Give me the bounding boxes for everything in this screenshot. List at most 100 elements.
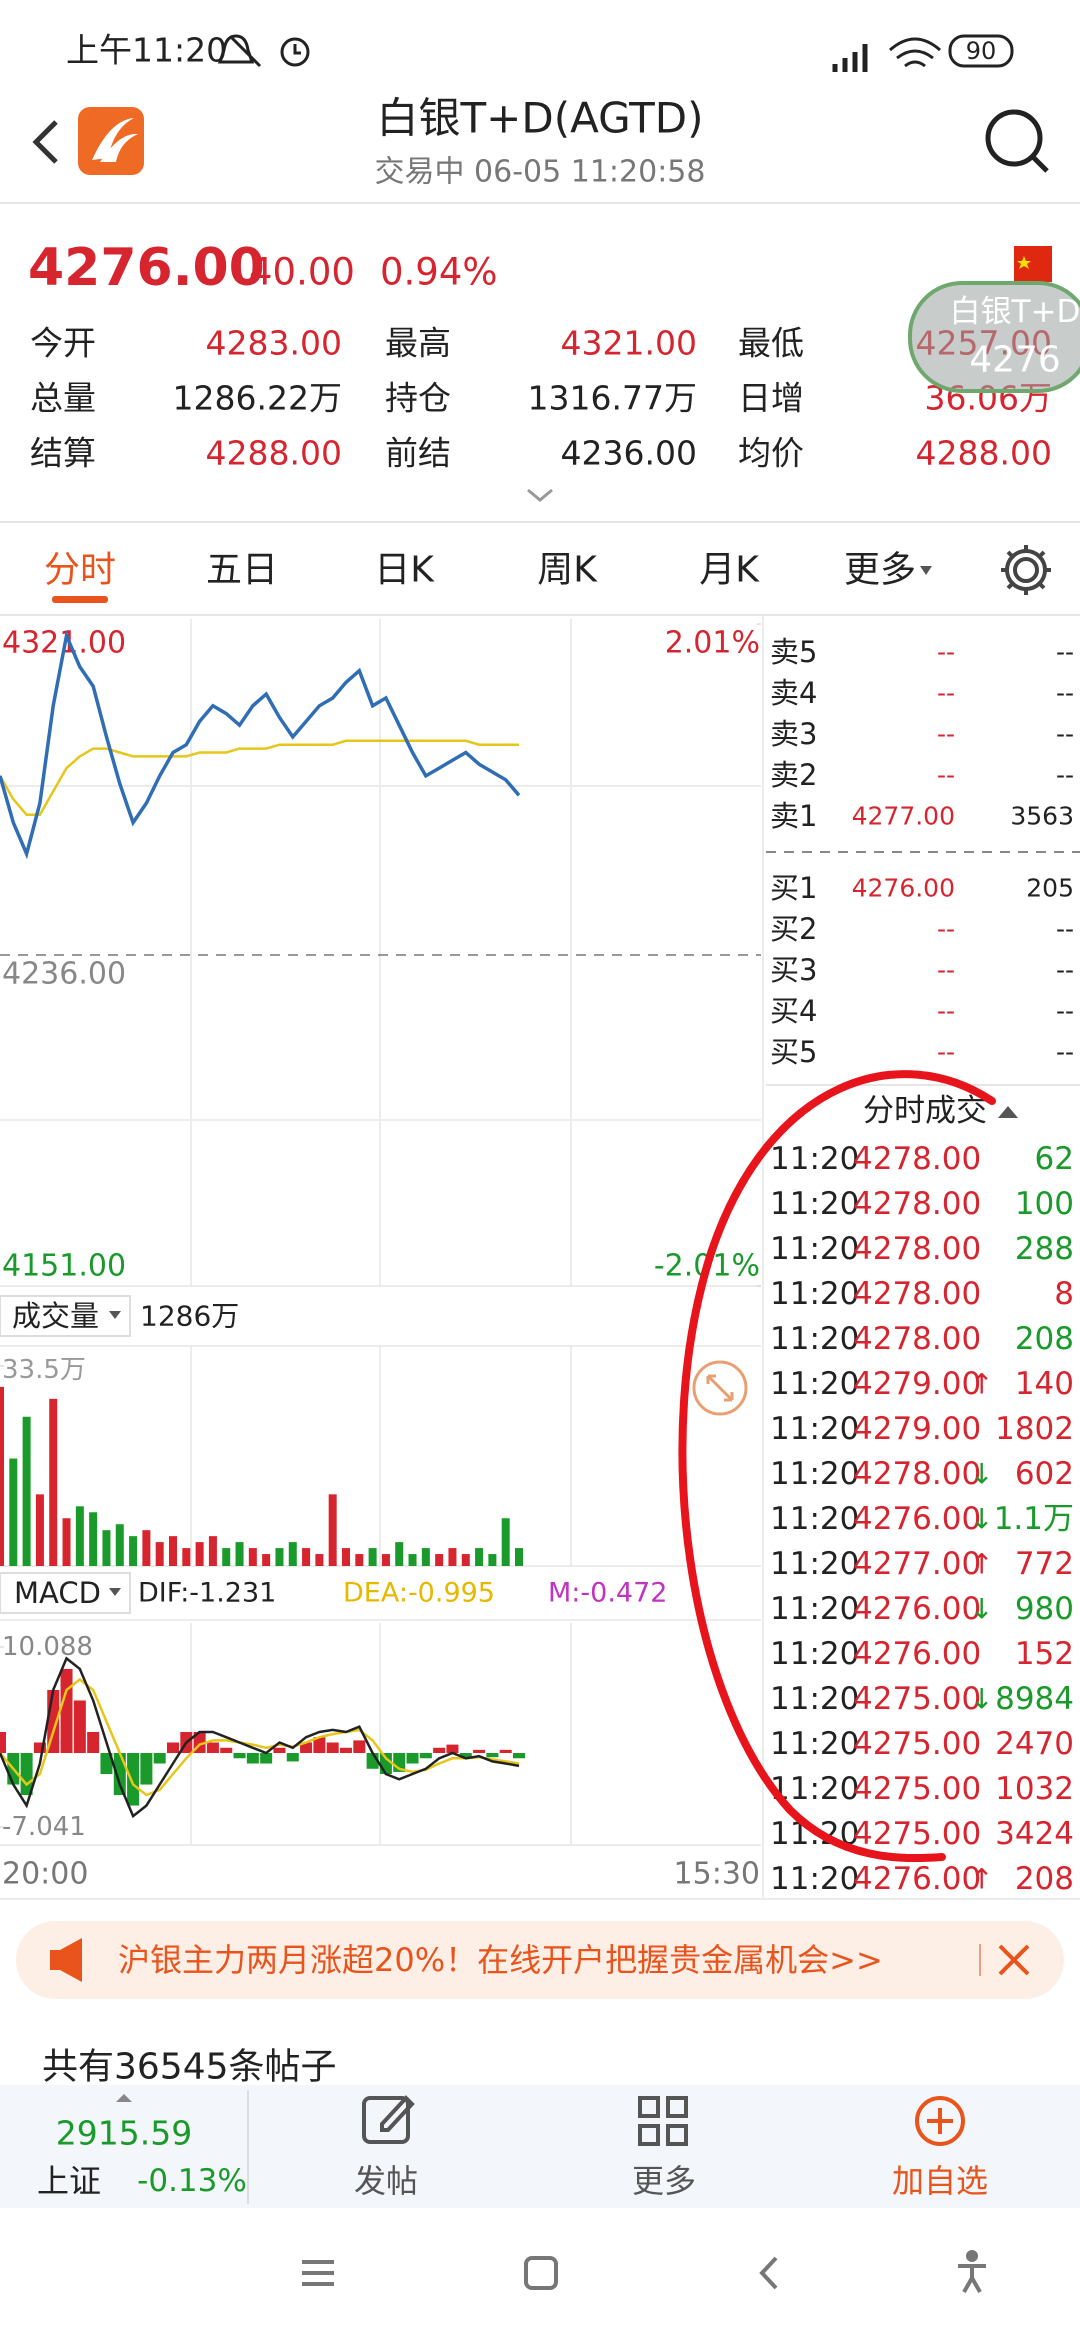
quote-value: 4288.00 [206, 434, 342, 473]
logo-mark [92, 118, 138, 162]
tab[interactable]: 更多 [844, 550, 916, 591]
book-qty: -- [1056, 761, 1074, 790]
quote-label: 总量 [30, 379, 96, 418]
quote-label: 均价 [738, 434, 804, 473]
trade-direction: ↓ [970, 1683, 993, 1716]
indicator-selector[interactable] [0, 1572, 131, 1614]
volume-bar [195, 1542, 204, 1566]
volume-bar [475, 1548, 484, 1566]
battery-level: 90 [966, 37, 997, 65]
macd-bar [0, 1731, 6, 1754]
volume-bar [448, 1548, 457, 1566]
tab[interactable]: 分时 [44, 550, 116, 591]
dropdown-arrow [109, 1311, 121, 1319]
volume-bar [9, 1458, 18, 1566]
tab-indicator [52, 596, 108, 603]
macd-bar [433, 1747, 446, 1754]
bottom-actions: 发帖 更多 加自选 [354, 2162, 988, 2200]
macd-bar [100, 1753, 113, 1775]
macd-bar [273, 1747, 286, 1754]
volume-bar [102, 1530, 111, 1566]
tab[interactable]: 月K [699, 550, 760, 591]
book-label: 买3 [770, 953, 817, 987]
action-label[interactable]: 发帖 [354, 2162, 418, 2200]
quote-value: 4321.00 [561, 324, 697, 363]
action-label[interactable]: 更多 [632, 2162, 696, 2200]
book-price: -- [937, 915, 955, 944]
macd-chart: 10.088 -7.041 [0, 1632, 525, 1842]
nav-bar [302, 2250, 986, 2293]
macd-bar [473, 1749, 486, 1754]
search-button[interactable] [985, 109, 1049, 173]
macd-bar [340, 1747, 352, 1754]
volume-bar [488, 1554, 497, 1566]
book-price: 4276.00 [852, 874, 955, 903]
macd-bar [260, 1753, 273, 1764]
float-widget[interactable] [908, 281, 1080, 393]
trade-qty: 1802 [995, 1411, 1074, 1447]
volume-bar [89, 1512, 98, 1566]
volume-bar [302, 1548, 311, 1566]
promo-banner[interactable] [16, 1921, 1064, 1999]
book-label: 卖3 [770, 717, 817, 751]
nav-menu[interactable] [302, 2260, 334, 2286]
settings-button[interactable] [1001, 545, 1051, 595]
trade-price: 4278.00 [853, 1456, 981, 1492]
macd-bar [220, 1747, 233, 1754]
trade-price: 4277.00 [853, 1546, 981, 1582]
fullscreen-button[interactable] [692, 1360, 748, 1416]
action-label[interactable]: 加自选 [892, 2162, 988, 2200]
macd-bar [87, 1731, 100, 1754]
volume-bar [49, 1398, 58, 1566]
macd-bar [300, 1742, 313, 1754]
expand-chevron[interactable] [527, 488, 553, 502]
macd-bar [73, 1700, 86, 1754]
trade-qty: 208 [1015, 1321, 1074, 1357]
quote-value: 1316.77万 [528, 379, 697, 418]
book-label: 买5 [770, 1035, 817, 1069]
banner-close[interactable] [998, 1944, 1030, 1976]
tab[interactable]: 日K [374, 550, 435, 591]
y2-tick-label: 2.01% [665, 626, 760, 661]
trades-title[interactable]: 分时成交 [863, 1093, 987, 1129]
book-price: -- [937, 638, 955, 667]
back-button[interactable] [32, 120, 58, 164]
trade-qty: 2470 [995, 1726, 1074, 1762]
trade-price: 4275.00 [853, 1771, 981, 1807]
book-qty: 205 [1026, 874, 1074, 903]
volume-bar [315, 1554, 324, 1566]
volume-label: 成交量 [12, 1299, 99, 1333]
tab[interactable]: 周K [537, 550, 598, 591]
volume-bar [275, 1548, 284, 1566]
macd-bar [60, 1668, 73, 1754]
trade-time: 11:20 [770, 1591, 859, 1627]
volume-selector[interactable] [0, 1295, 131, 1337]
macd-bar [33, 1742, 46, 1754]
nav-home[interactable] [524, 2256, 558, 2290]
tab[interactable]: 五日 [206, 550, 278, 591]
macd-bar [419, 1753, 432, 1759]
add-watch-icon [915, 2096, 965, 2146]
trade-price: 4275.00 [853, 1681, 981, 1717]
trade-qty: 62 [1035, 1141, 1074, 1177]
volume-bar [235, 1542, 244, 1566]
book-label: 卖2 [770, 758, 817, 792]
book-price: -- [937, 679, 955, 708]
nav-accessibility[interactable] [958, 2264, 986, 2293]
volume-bar [129, 1536, 138, 1566]
index-value[interactable]: 2915.59 [56, 2114, 192, 2153]
macd-bar [486, 1753, 499, 1758]
volume-bar [169, 1536, 177, 1566]
nav-back[interactable] [759, 2256, 778, 2290]
status-time: 上午11:20 [66, 31, 227, 70]
index-arrow [116, 2094, 132, 2102]
trade-price: 4278.00 [853, 1276, 981, 1312]
trade-time: 11:20 [770, 1411, 859, 1447]
volume-bar [461, 1554, 470, 1566]
macd-bar [353, 1740, 366, 1754]
book-label: 卖5 [770, 635, 817, 669]
float-widget-price: 4276 [969, 340, 1061, 381]
volume-bar [408, 1554, 417, 1566]
